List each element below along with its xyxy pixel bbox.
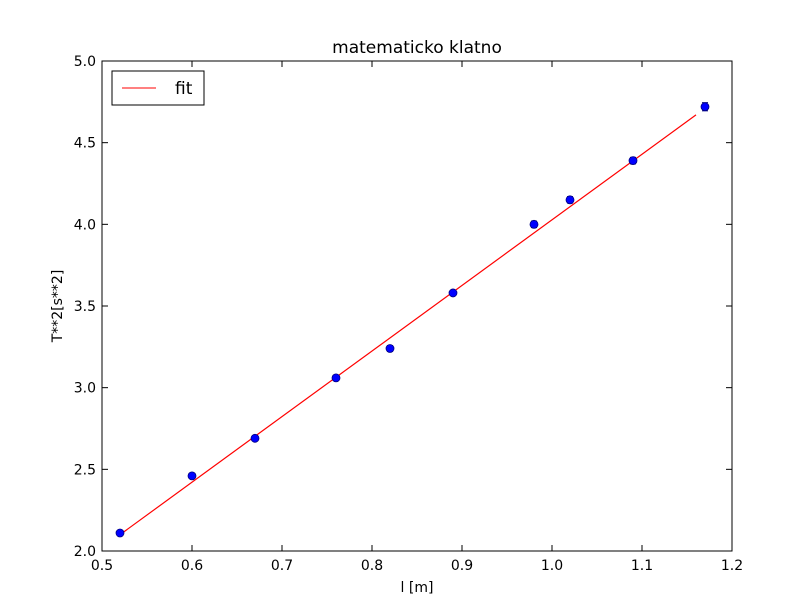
data-points-layer	[115, 102, 710, 538]
x-axis-label: l [m]	[401, 580, 434, 596]
data-point	[115, 528, 125, 538]
y-axis-label: T**2[s**2]	[50, 270, 66, 344]
y-tick-label: 4.5	[74, 136, 96, 152]
data-point	[187, 471, 197, 481]
legend: fit	[111, 70, 205, 106]
y-tick-label: 4.0	[74, 217, 96, 233]
y-tick-label: 5.0	[74, 54, 96, 70]
x-tick-label: 0.9	[451, 558, 473, 574]
legend-label-fit: fit	[175, 79, 193, 99]
data-point	[565, 195, 575, 205]
data-point	[250, 433, 260, 443]
x-tick-label: 0.6	[181, 558, 203, 574]
chart-title: matematicko klatno	[332, 38, 502, 58]
axis-ticks	[101, 60, 733, 552]
x-tick-labels: 0.5 0.6 0.7 0.8 0.9 1.0 1.1 1.2	[91, 558, 743, 574]
data-point	[628, 156, 638, 166]
data-point	[385, 344, 395, 353]
plot-area	[101, 60, 733, 552]
data-point	[448, 288, 458, 298]
data-point	[529, 219, 539, 229]
x-tick-label: 1.1	[631, 558, 653, 574]
data-point	[331, 373, 341, 383]
x-tick-label: 1.0	[541, 558, 563, 574]
x-tick-label: 0.5	[91, 558, 113, 574]
x-tick-label: 0.7	[271, 558, 293, 574]
y-tick-label: 2.5	[74, 462, 96, 478]
data-point	[700, 102, 710, 112]
x-tick-label: 0.8	[361, 558, 383, 574]
y-tick-labels: 2.0 2.5 3.0 3.5 4.0 4.5 5.0	[74, 54, 96, 560]
y-tick-label: 3.0	[74, 381, 96, 397]
y-tick-label: 3.5	[74, 299, 96, 315]
y-tick-label: 2.0	[74, 544, 96, 560]
x-tick-label: 1.2	[721, 558, 743, 574]
fit-line	[119, 114, 697, 536]
fit-line-layer	[119, 114, 697, 536]
